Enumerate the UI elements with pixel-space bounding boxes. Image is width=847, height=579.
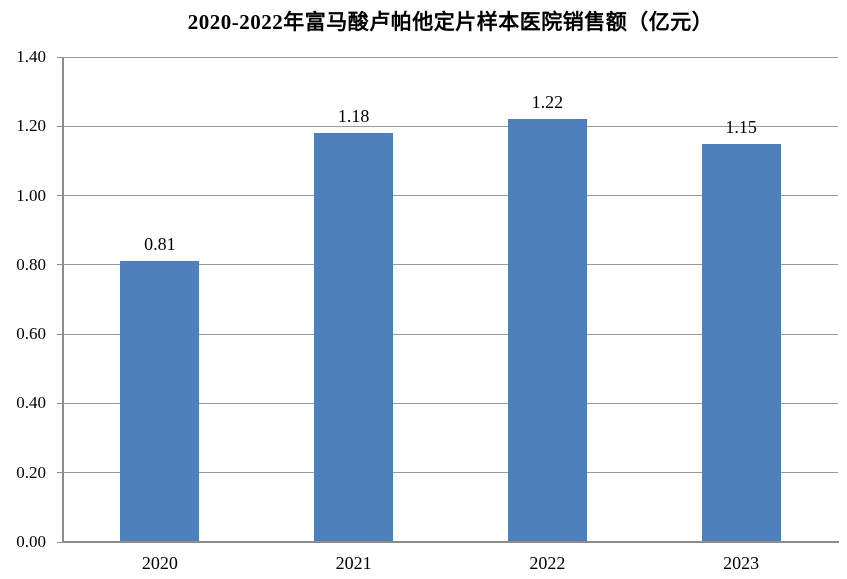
x-axis-line — [62, 541, 839, 543]
y-axis-tick-label: 0.40 — [16, 393, 46, 413]
bar-2022 — [507, 119, 587, 541]
y-axis-tick-label: 1.20 — [16, 116, 46, 136]
y-axis-tick-label: 0.80 — [16, 254, 46, 274]
y-axis-tick — [57, 541, 63, 543]
y-axis-tick — [57, 195, 63, 197]
gridline — [63, 264, 838, 266]
y-axis-line — [62, 57, 64, 542]
x-axis-category-label: 2021 — [335, 553, 372, 573]
bar-2023 — [701, 143, 781, 541]
gridline — [63, 125, 838, 127]
y-axis-tick — [57, 472, 63, 474]
bar-value-label: 1.18 — [337, 106, 370, 127]
chart-title: 2020-2022年富马酸卢帕他定片样本医院销售额（亿元） — [187, 10, 714, 34]
gridline — [63, 195, 838, 197]
y-axis-tick — [57, 56, 63, 58]
x-axis-category-label: 2022 — [529, 553, 566, 573]
bar-2020 — [120, 261, 200, 541]
y-axis-tick — [57, 264, 63, 266]
y-axis-tick-label: 0.00 — [16, 532, 46, 551]
y-axis-tick — [57, 333, 63, 335]
bar-2021 — [314, 133, 394, 541]
y-axis-tick — [57, 402, 63, 404]
x-axis-category-label: 2023 — [723, 553, 760, 573]
y-axis-tick-label: 0.20 — [16, 462, 46, 482]
gridline — [63, 402, 838, 404]
gridline — [63, 56, 838, 58]
bar-value-label: 0.81 — [144, 234, 176, 255]
y-axis-tick — [57, 125, 63, 127]
y-axis-tick-label: 0.60 — [16, 324, 46, 344]
y-axis-tick-label: 1.40 — [16, 47, 46, 66]
x-axis-category-label: 2020 — [141, 553, 178, 573]
gridline — [63, 472, 838, 474]
gridline — [63, 333, 838, 335]
y-axis-tick-label: 1.00 — [16, 185, 46, 205]
bar-value-label: 1.22 — [531, 92, 564, 113]
bar-value-label: 1.15 — [725, 116, 757, 137]
